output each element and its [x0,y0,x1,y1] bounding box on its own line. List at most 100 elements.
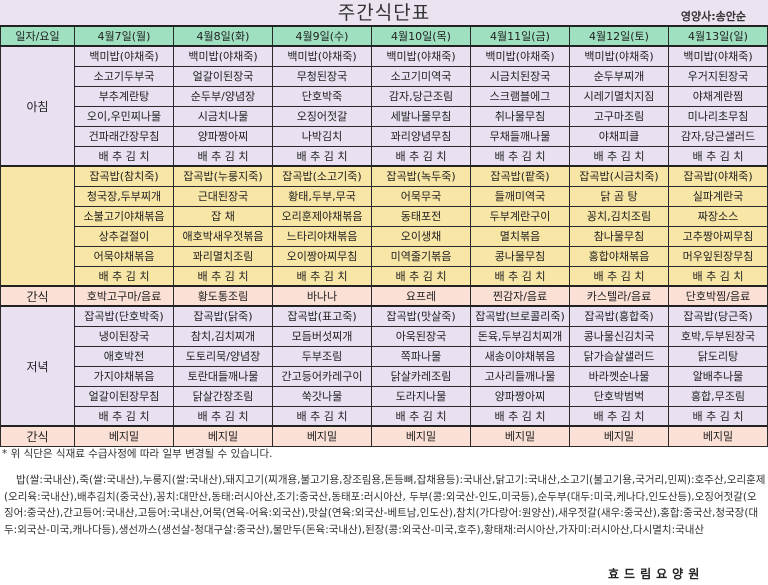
menu-item-cell: 닭살카레조림 [371,365,471,387]
menu-item-cell: 머우잎된장무침 [668,245,768,267]
menu-item-cell: 배 추 김 치 [272,145,372,167]
menu-item-cell: 배 추 김 치 [173,405,273,427]
menu-item-cell: 잡곡밥(표고죽) [272,305,372,327]
snack-item-cell: 베지밀 [173,425,273,447]
menu-item-cell: 느타리야채볶음 [272,225,372,247]
menu-item-cell: 배 추 김 치 [272,265,372,287]
page-title: 주간식단표 [0,0,768,26]
dinner-row: 애호박전 도토리묵/양념장 두부조림 쪽파나물 새송이야채볶음 닭가슴살샐러드 닭도리탕 [1,345,768,367]
dinner-row: 가지야채볶음 토란대들깨나물 간고등어카레구이 닭살카레조림 고사리들깨나물 바라껫순나물… [1,365,768,387]
menu-item-cell: 돈육,두부김치찌개 [470,325,570,347]
menu-item-cell: 백미밥(야채죽) [668,45,768,67]
menu-item-cell: 오이짱아찌무침 [272,245,372,267]
facility-name: 효드림요양원 [608,567,705,581]
menu-item-cell: 얼갈이된장국 [173,65,273,87]
breakfast-row: 건파래간장무침 양파짱아찌 나박김치 꽈리양념무침 무채들깨나물 야채피클 감자,당근샐러드 [1,125,768,147]
menu-item-cell: 아욱된장국 [371,325,471,347]
day-header: 4월13일(일) [668,25,768,47]
menu-item-cell: 짜장소스 [668,205,768,227]
menu-item-cell: 잡곡밥(브로콜리죽) [470,305,570,327]
menu-item-cell: 도토리묵/양념장 [173,345,273,367]
menu-item-cell: 두부조림 [272,345,372,367]
menu-item-cell: 닭가슴살샐러드 [569,345,669,367]
menu-item-cell: 잡 채 [173,205,273,227]
menu-item-cell: 야채계란찜 [668,85,768,107]
menu-item-cell: 오이생채 [371,225,471,247]
breakfast-row: 아침 백미밥(야채죽) 백미밥(야채죽) 백미밥(야채죽) 백미밥(야채죽) 백미밥(야채… [0,45,768,167]
menu-item-cell: 냉이된장국 [74,325,174,347]
menu-item-cell: 홍합,무조림 [668,385,768,407]
menu-item-cell: 꽈리멸치조림 [173,245,273,267]
lunch-row: 소불고기야채볶음 잡 채 오리훈제야채볶음 동태포전 두부계란구이 꽁치,김치조림 짜장소스 [1,205,768,227]
menu-item-cell: 배 추 김 치 [668,265,768,287]
menu-item-cell: 잡곡밥(팥죽) [470,165,570,187]
menu-item-cell: 배 추 김 치 [371,265,471,287]
menu-item-cell: 시레기멸치지짐 [569,85,669,107]
menu-item-cell: 새송이야채볶음 [470,345,570,367]
menu-item-cell: 고사리들깨나물 [470,365,570,387]
menu-item-cell: 멸치볶음 [470,225,570,247]
menu-item-cell: 스크램블에그 [470,85,570,107]
menu-item-cell: 애호박전 [74,345,174,367]
menu-item-cell: 배 추 김 치 [668,145,768,167]
menu-item-cell: 토란대들깨나물 [173,365,273,387]
snack-item-cell: 단호박찜/음료 [668,285,768,307]
menu-item-cell: 시금치나물 [173,105,273,127]
menu-item-cell: 단호박죽 [272,85,372,107]
menu-item-cell: 들깨미역국 [470,185,570,207]
menu-item-cell: 나박김치 [272,125,372,147]
menu-item-cell: 세발나물무침 [371,105,471,127]
snack-item-cell: 베지밀 [668,425,768,447]
lunch-row: 어묵야채볶음 꽈리멸치조림 오이짱아찌무침 미역줄기볶음 콩나물무침 홍합야채볶음 머우잎된… [1,245,768,267]
menu-item-cell: 단호박범벅 [569,385,669,407]
snack-item-cell: 요프레 [371,285,471,307]
menu-item-cell: 배 추 김 치 [470,265,570,287]
menu-item-cell: 잡곡밥(소고기죽) [272,165,372,187]
menu-item-cell: 간고등어카레구이 [272,365,372,387]
menu-item-cell: 무청된장국 [272,65,372,87]
menu-item-cell: 오리훈제야채볶음 [272,205,372,227]
dinner-row: 얼갈이된장무침 닭살간장조림 쑥갓나물 도라지나물 양파짱아찌 단호박범벅 홍합,무조림 [1,385,768,407]
menu-item-cell: 닭 곰 탕 [569,185,669,207]
menu-item-cell: 배 추 김 치 [668,405,768,427]
menu-item-cell: 배 추 김 치 [371,405,471,427]
snack-item-cell: 베지밀 [371,425,471,447]
menu-item-cell: 배 추 김 치 [74,145,174,167]
lunch-label [0,165,75,287]
day-header: 4월10일(목) [371,25,471,47]
menu-item-cell: 가지야채볶음 [74,365,174,387]
snack-row: 간식 베지밀 베지밀 베지밀 베지밀 베지밀 베지밀 베지밀 [0,425,768,447]
menu-item-cell: 배 추 김 치 [272,405,372,427]
dietitian-name: 영양사:송안순 [680,10,746,23]
menu-item-cell: 배 추 김 치 [470,405,570,427]
menu-item-cell: 꽁치,김치조림 [569,205,669,227]
menu-item-cell: 고추짱아찌무침 [668,225,768,247]
menu-item-cell: 잡곡밥(누룽지죽) [173,165,273,187]
menu-item-cell: 감자,당근샐러드 [668,125,768,147]
snack-item-cell: 베지밀 [470,425,570,447]
menu-item-cell: 취나물무침 [470,105,570,127]
menu-item-cell: 잡곡밥(닭죽) [173,305,273,327]
menu-item-cell: 양파짱아찌 [470,385,570,407]
menu-item-cell: 배 추 김 치 [173,265,273,287]
menu-item-cell: 쑥갓나물 [272,385,372,407]
menu-item-cell: 닭살간장조림 [173,385,273,407]
menu-item-cell: 배 추 김 치 [371,145,471,167]
snack-item-cell: 바나나 [272,285,372,307]
menu-item-cell: 배 추 김 치 [74,265,174,287]
dinner-row: 냉이된장국 참치,김치찌개 모듬버섯찌개 아욱된장국 돈육,두부김치찌개 콩나물신김치국 호… [1,325,768,347]
snack-item-cell: 베지밀 [74,425,174,447]
menu-item-cell: 모듬버섯찌개 [272,325,372,347]
menu-item-cell: 건파래간장무침 [74,125,174,147]
menu-item-cell: 황태,두부,무국 [272,185,372,207]
menu-item-cell: 도라지나물 [371,385,471,407]
menu-item-cell: 어묵무국 [371,185,471,207]
breakfast-row: 소고기두부국 얼갈이된장국 무청된장국 소고기미역국 시금치된장국 순두부찌개 우거지된장국 [1,65,768,87]
menu-item-cell: 배 추 김 치 [569,405,669,427]
menu-item-cell: 애호박새우젓볶음 [173,225,273,247]
snack-label: 간식 [0,425,75,447]
menu-item-cell: 야채피클 [569,125,669,147]
menu-item-cell: 오징어젓갈 [272,105,372,127]
menu-item-cell: 바라껫순나물 [569,365,669,387]
